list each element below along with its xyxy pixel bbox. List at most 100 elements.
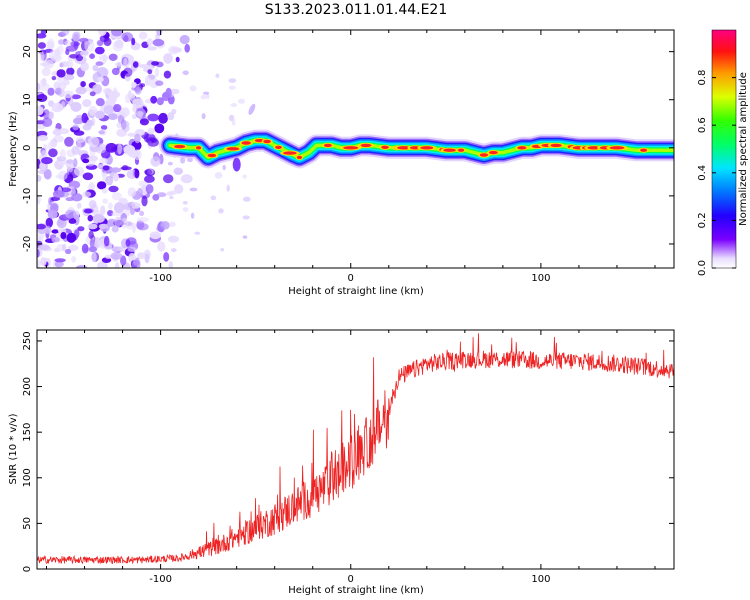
spectrogram-noise-blob	[147, 138, 159, 147]
spectrogram-noise-blob	[127, 247, 137, 252]
spectrogram-noise-blob	[75, 136, 86, 143]
spectrogram-noise-blob	[102, 165, 110, 171]
spectrogram-noise-blob	[138, 31, 148, 40]
spectrogram-ridge-peak	[609, 146, 625, 150]
spectrogram-ridge-peak	[443, 148, 456, 152]
spectrogram-noise-blob	[120, 107, 130, 117]
spectrogram-noise-blob	[154, 123, 165, 134]
spectrogram-noise-blob	[40, 257, 47, 266]
spectrogram-noise-blob	[108, 185, 119, 193]
spectrogram-noise-blob	[70, 101, 82, 112]
spectrogram-noise-blob	[56, 69, 66, 78]
spectrogram-noise-blob	[38, 82, 50, 92]
spectrogram-noise-blob	[59, 149, 66, 160]
spectrogram-noise-blob	[41, 117, 53, 128]
spectrogram-noise-blob	[242, 174, 247, 179]
snr-series-line	[37, 333, 674, 565]
spectrogram-ridge-peak	[517, 146, 527, 150]
spectrogram-ridge-peak	[550, 143, 562, 148]
spectrogram-noise-blob	[48, 148, 58, 158]
spectrogram-noise-blob	[54, 258, 66, 263]
spectrogram-noise-blob	[88, 155, 98, 162]
spectrogram-noise-blob	[134, 86, 142, 95]
x-tick-label: 0	[348, 273, 354, 284]
colorbar-label: Normalized spectral amplitude	[738, 72, 749, 226]
spectrogram-noise-blob	[37, 33, 47, 39]
y-tick-label: 200	[22, 377, 33, 396]
spectrogram-noise-blob	[139, 118, 149, 126]
spectrogram-noise-blob	[40, 227, 51, 234]
spectrogram-noise-blob	[171, 47, 182, 53]
spectrogram-ridge-peak	[275, 145, 282, 149]
spectrogram-noise-blob	[108, 202, 113, 210]
spectrogram-noise-blob	[114, 216, 122, 228]
spectrogram-noise-blob	[87, 214, 94, 222]
spectrogram-noise-blob	[37, 105, 44, 116]
spectrogram-noise-blob	[111, 246, 121, 253]
spectrogram-noise-blob	[73, 158, 78, 168]
spectrogram-noise-blob	[180, 174, 193, 184]
y-tick-label: -10	[22, 188, 33, 204]
spectrogram-noise-blob	[110, 167, 122, 173]
spectrogram-noise-blob	[123, 144, 136, 155]
spectrogram-noise-blob	[59, 187, 72, 193]
spectrogram-noise-blob	[205, 93, 210, 100]
spectrogram-noise-blob	[73, 166, 85, 177]
spectrogram-noise-blob	[242, 196, 251, 202]
spectrogram-noise-blob	[82, 99, 92, 108]
figure-title: S133.2023.011.01.44.E21	[265, 2, 448, 18]
spectrogram-noise-blob	[64, 40, 72, 47]
spectrogram-image	[37, 30, 674, 268]
spectrogram-noise-blob	[163, 70, 172, 79]
spectrogram-ylabel: Frequency (Hz)	[8, 111, 19, 187]
spectrogram-noise-blob	[120, 217, 129, 229]
y-tick-label: 10	[22, 93, 33, 106]
spectrogram-noise-blob	[187, 157, 193, 163]
spectrogram-noise-blob	[94, 46, 105, 55]
spectrogram-noise-blob	[84, 40, 90, 47]
spectrogram-noise-blob	[72, 117, 84, 125]
snr-xlabel: Height of straight line (km)	[288, 585, 424, 596]
spectrogram-noise-blob	[97, 76, 104, 83]
spectrogram-noise-blob	[180, 156, 186, 164]
spectrogram-noise-blob	[145, 184, 154, 194]
spectrogram-noise-blob	[37, 195, 41, 205]
y-tick-label: 100	[22, 468, 33, 487]
y-tick-label: 150	[22, 423, 33, 442]
spectrogram-noise-blob	[69, 54, 79, 59]
spectrogram-side-feature	[248, 103, 256, 115]
spectrogram-noise-blob	[100, 205, 106, 215]
spectrogram-noise-blob	[108, 53, 118, 61]
spectrogram-noise-blob	[121, 32, 134, 42]
spectrogram-noise-blob	[37, 223, 46, 230]
colorbar-tick-label: 0.6	[697, 117, 708, 133]
spectrogram-noise-blob	[167, 112, 175, 121]
spectrogram-noise-blob	[147, 127, 155, 135]
spectrogram-noise-blob	[137, 252, 146, 260]
spectrogram-noise-blob	[130, 202, 141, 209]
spectrogram-noise-blob	[80, 81, 86, 88]
spectrogram-noise-blob	[61, 101, 66, 110]
spectrogram-ridge-peak	[174, 144, 186, 149]
spectrogram-noise-blob	[55, 87, 62, 96]
spectrogram-noise-blob	[37, 42, 47, 49]
spectrogram-noise-blob	[96, 39, 104, 47]
spectrogram-ridge-peak	[195, 146, 202, 150]
spectrogram-noise-blob	[76, 202, 82, 209]
spectrogram-noise-blob	[131, 37, 136, 46]
spectrogram-noise-blob	[40, 150, 48, 159]
spectrogram-noise-blob	[131, 259, 141, 268]
spectrogram-noise-blob	[53, 247, 61, 253]
spectrogram-noise-blob	[95, 110, 105, 119]
snr-ticks: -100 0 100 0 50 100 150 200 250	[22, 330, 674, 585]
spectrogram-ridge-peak	[381, 145, 389, 149]
spectrogram-noise-blob	[169, 88, 180, 95]
colorbar-tick-label: 0.0	[697, 260, 708, 276]
spectrogram-noise-blob	[171, 248, 177, 253]
spectrogram-noise-blob	[184, 43, 190, 53]
spectrogram-noise-blob	[65, 248, 72, 255]
spectrogram-noise-blob	[144, 169, 153, 175]
spectrogram-noise-blob	[89, 53, 95, 59]
